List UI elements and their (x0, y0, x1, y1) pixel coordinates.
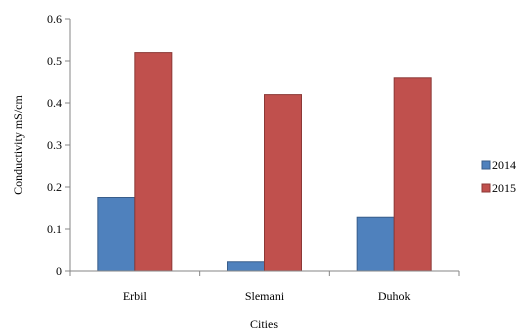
x-axis: Erbil Slemani Duhok (69, 270, 460, 303)
bar-2015-slemani (264, 94, 302, 272)
bar-2015-duhok (393, 77, 432, 272)
legend-swatch-2014 (481, 160, 491, 170)
y-tick-label: 0 (56, 264, 62, 278)
y-tick-label: 0.5 (47, 54, 62, 68)
y-tick-label: 0.3 (47, 138, 62, 152)
y-tick-label: 0.6 (47, 12, 62, 26)
y-tick-label: 0.2 (47, 180, 62, 194)
x-tick-label-duhok: Duhok (378, 289, 411, 303)
legend-label-2015: 2015 (492, 181, 516, 195)
legend-label-2014: 2014 (492, 158, 516, 172)
x-tick-label-slemani: Slemani (245, 289, 285, 303)
bar-2014-erbil (97, 197, 136, 272)
y-tick-label: 0.1 (47, 222, 62, 236)
plot-area (97, 52, 432, 272)
bar-2015-erbil (134, 52, 173, 272)
bar-2014-slemani (227, 261, 265, 272)
y-tick-label: 0.4 (47, 96, 62, 110)
x-tick-label-erbil: Erbil (123, 289, 148, 303)
bar-2014-duhok (356, 216, 395, 272)
legend-swatch-2015 (481, 183, 491, 193)
legend: 2014 2015 (481, 158, 516, 195)
y-axis-title: Conductivity mS/cm (11, 95, 25, 195)
x-axis-title: Cities (250, 317, 278, 331)
y-axis: 0 0.1 0.2 0.3 0.4 0.5 0.6 (47, 12, 71, 278)
